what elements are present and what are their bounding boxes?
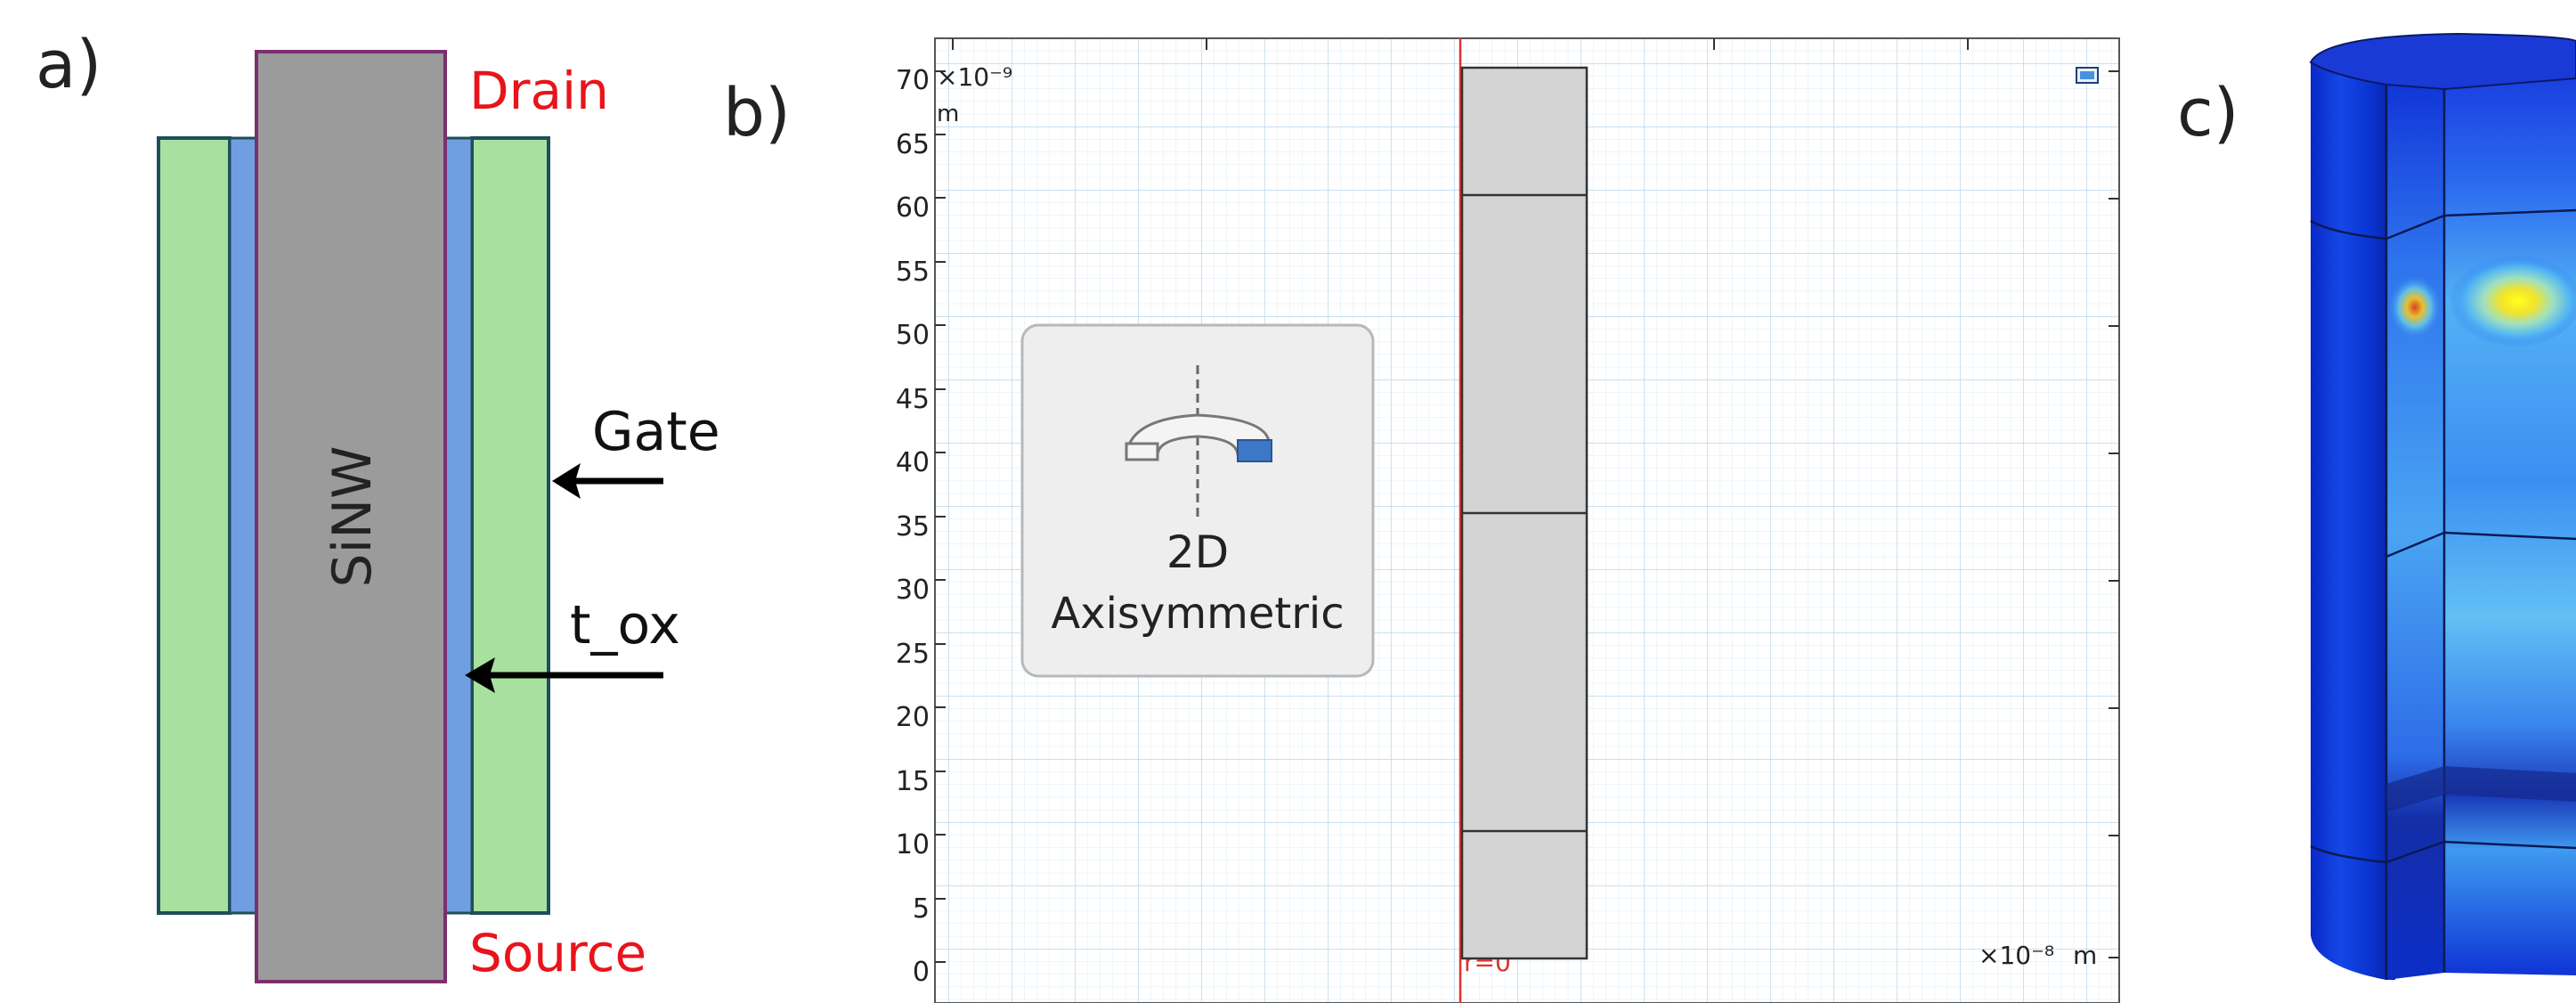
gate-left bbox=[157, 136, 232, 915]
plot-frame bbox=[934, 37, 2120, 1003]
oxide-arrow bbox=[465, 657, 663, 693]
y-tick: 30 bbox=[896, 575, 930, 606]
x-unit: m bbox=[2073, 941, 2097, 970]
y-tick: 70 bbox=[896, 65, 930, 96]
oxide-right bbox=[443, 136, 474, 915]
drain-label: Drain bbox=[469, 61, 609, 121]
y-tick: 60 bbox=[896, 192, 930, 224]
y-tick: 10 bbox=[896, 829, 930, 860]
y-tick: 0 bbox=[913, 957, 930, 988]
cylinder-body bbox=[2311, 62, 2395, 980]
y-tick-labels: 70 65 60 55 50 45 40 35 30 25 20 15 10 5… bbox=[896, 65, 930, 988]
panel-a: a) SiNW Drain Source Gate t_ox bbox=[36, 27, 720, 983]
y-tick: 55 bbox=[896, 257, 930, 288]
gate-right bbox=[470, 136, 550, 915]
y-tick: 5 bbox=[913, 893, 930, 925]
panel-a-label: a) bbox=[36, 27, 102, 103]
cylinder-edges bbox=[2310, 85, 2576, 980]
nanowire bbox=[255, 50, 447, 983]
right-axis-ticks bbox=[2109, 70, 2119, 958]
y-tick: 45 bbox=[896, 384, 930, 415]
hot-spot-side bbox=[2388, 275, 2442, 339]
oxide-left bbox=[228, 136, 258, 915]
gate-label: Gate bbox=[592, 401, 720, 463]
y-exponent: ×10⁻⁹ bbox=[937, 62, 1012, 92]
y-tick: 40 bbox=[896, 447, 930, 478]
y-tick: 20 bbox=[896, 702, 930, 733]
y-tick: 50 bbox=[896, 320, 930, 351]
y-tick: 35 bbox=[896, 511, 930, 542]
badge-line1: 2D bbox=[1166, 526, 1229, 578]
axisymmetric-badge: 2D Axisymmetric bbox=[1020, 323, 1375, 678]
source-label: Source bbox=[469, 923, 646, 983]
badge-line2: Axisymmetric bbox=[1051, 589, 1344, 639]
axisymmetric-icon bbox=[1125, 365, 1272, 517]
dark-band bbox=[2386, 766, 2576, 812]
nanowire-label: SiNW bbox=[321, 446, 384, 588]
panel-b-label: b) bbox=[723, 75, 791, 151]
y-tick-marks bbox=[935, 70, 946, 963]
panel-b: b) 70 65 60 55 5 bbox=[723, 37, 2120, 1003]
panel-c: c) bbox=[2177, 32, 2576, 980]
hot-spot-main bbox=[2442, 255, 2576, 347]
simulation-cylinder bbox=[2309, 32, 2576, 980]
window-icon bbox=[2076, 67, 2099, 84]
y-unit: m bbox=[937, 101, 959, 127]
cylinder-top bbox=[2309, 32, 2576, 91]
oxide-label: t_ox bbox=[570, 594, 680, 656]
x-exponent: ×10⁻⁸ bbox=[1979, 941, 2054, 970]
y-tick: 65 bbox=[896, 129, 930, 160]
gate-arrow bbox=[552, 463, 663, 499]
panel-c-label: c) bbox=[2177, 75, 2239, 151]
y-tick: 25 bbox=[896, 639, 930, 670]
y-tick: 15 bbox=[896, 766, 930, 797]
geometry bbox=[1460, 66, 1589, 960]
